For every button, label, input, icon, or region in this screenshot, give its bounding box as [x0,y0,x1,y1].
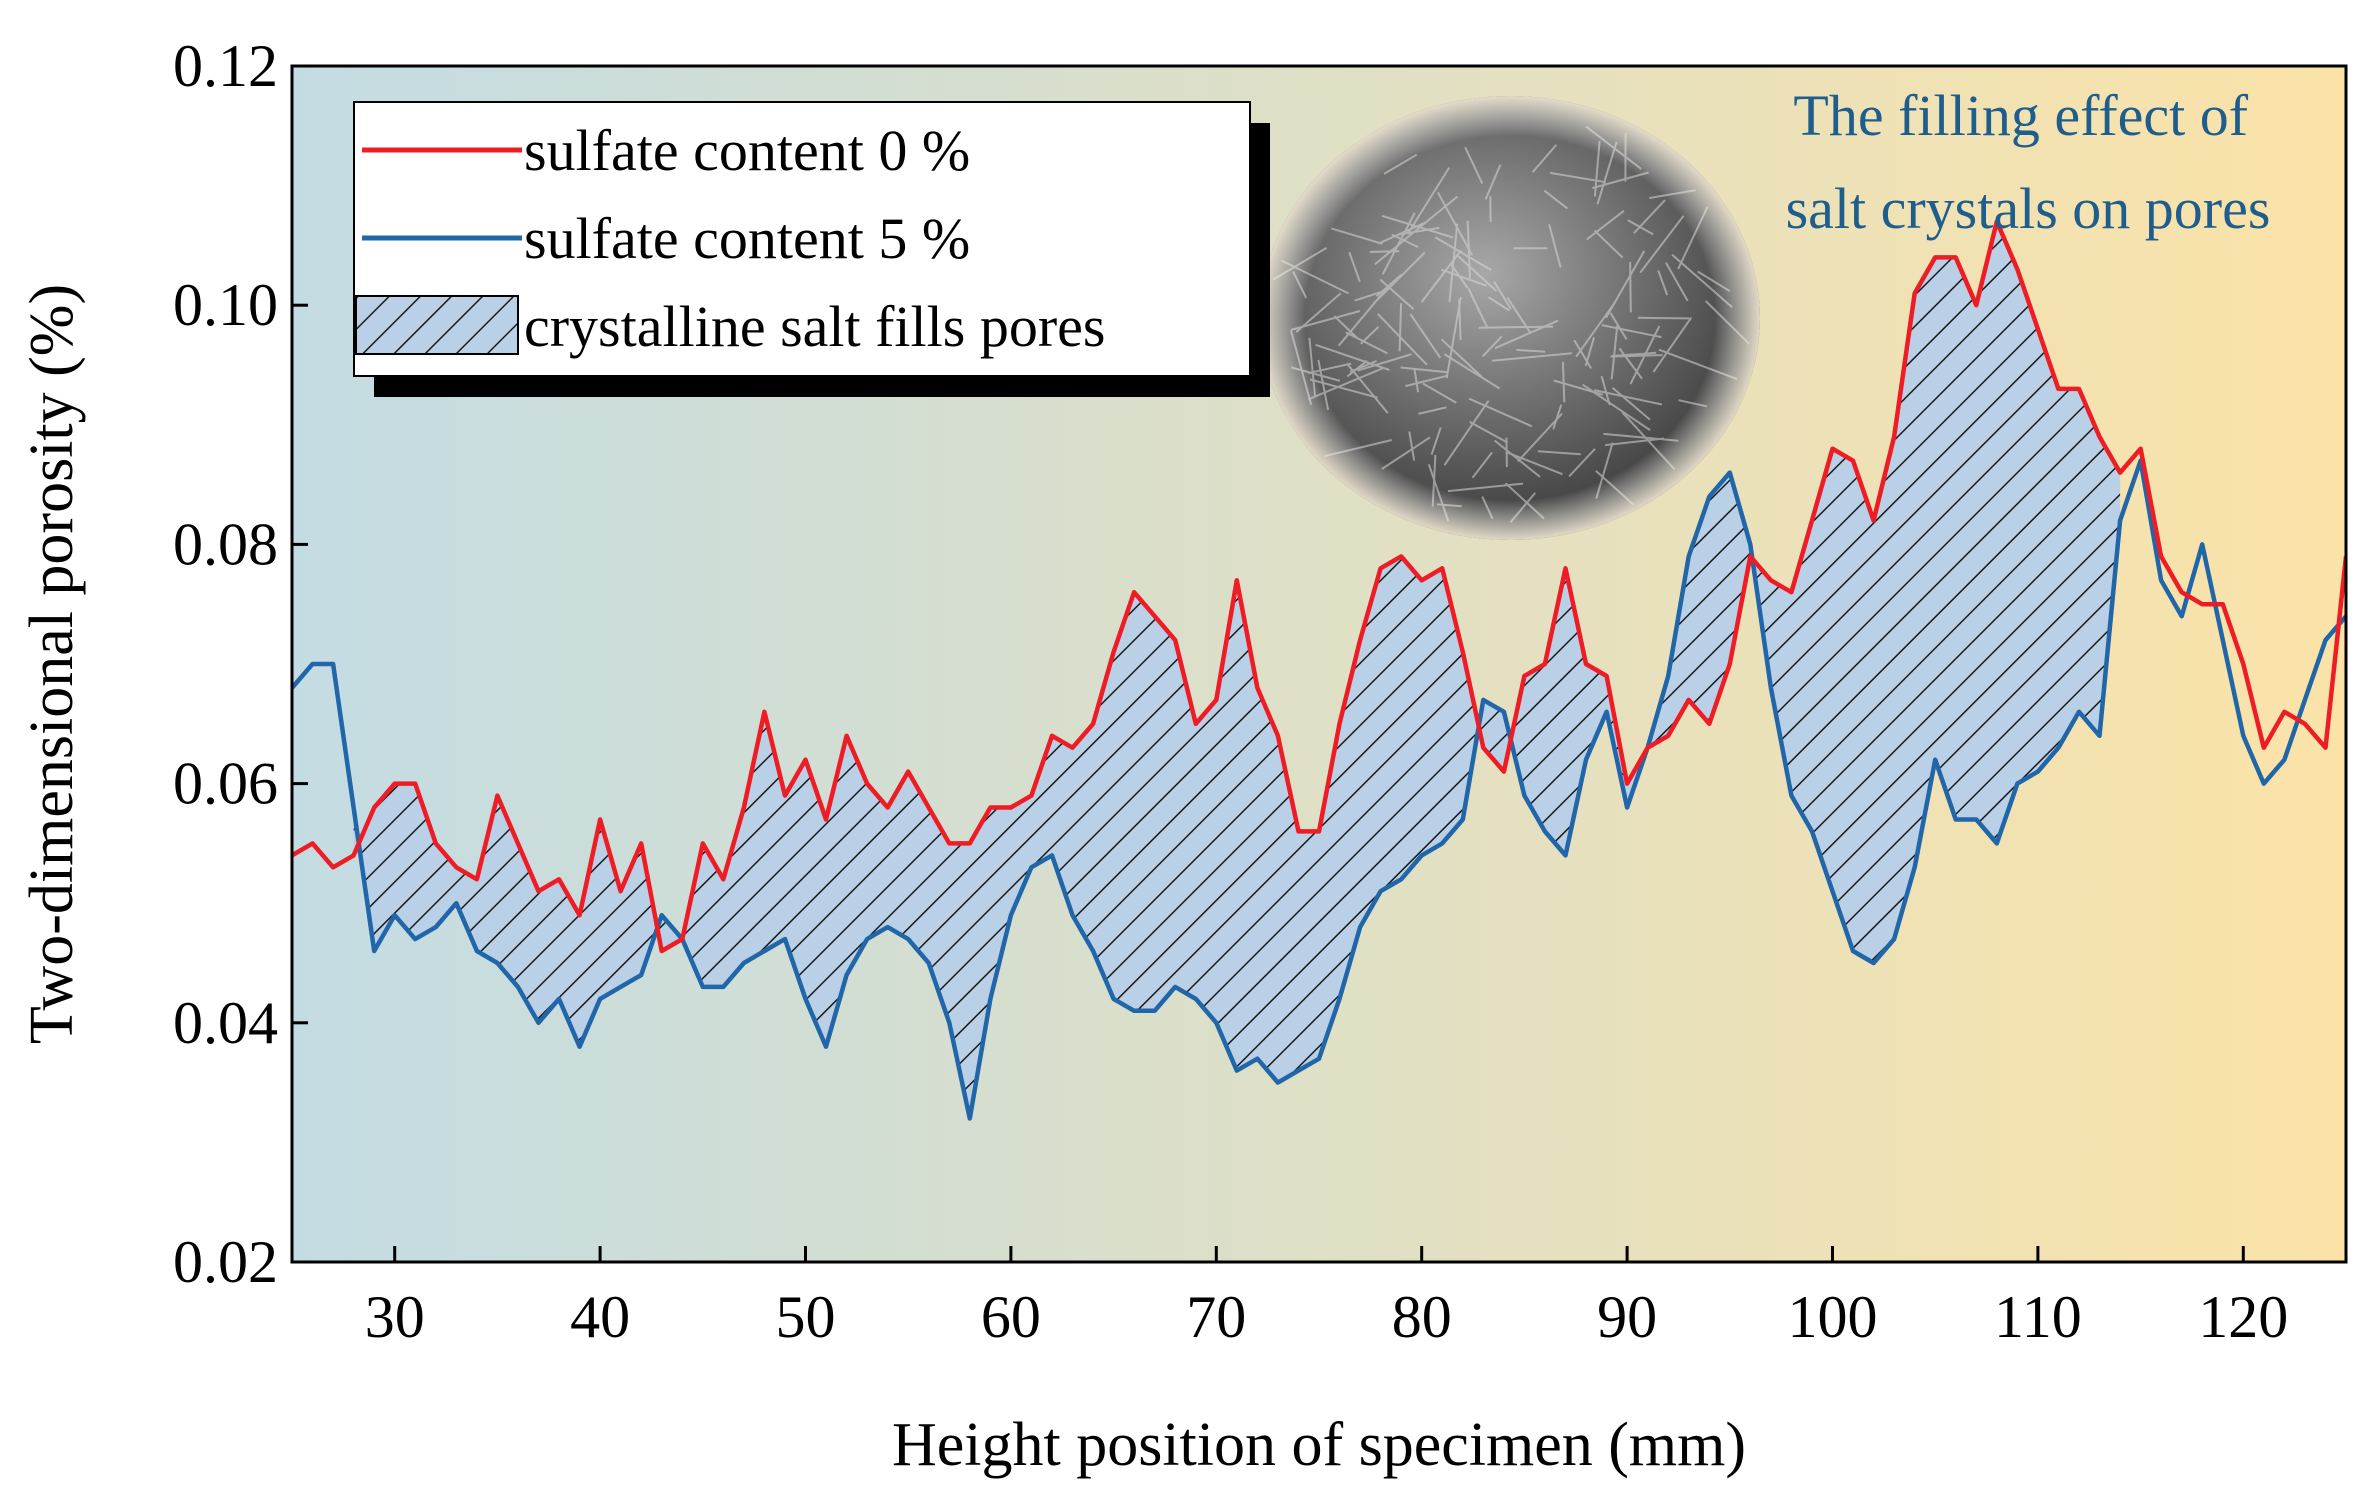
x-tick-label-50: 50 [776,1284,836,1350]
x-tick-label-110: 110 [1994,1284,2082,1350]
series-line-1 [292,458,2346,1121]
legend-swatch-fill [355,295,519,355]
x-tick-label-80: 80 [1392,1284,1452,1350]
x-tick-label-90: 90 [1597,1284,1657,1350]
y-tick-label-3: 0.08 [173,511,278,577]
legend: sulfate content 0 % sulfate content 5 % … [353,101,1270,397]
legend-label-fill: crystalline salt fills pores [524,294,1105,359]
y-tick-label-5: 0.12 [173,33,278,99]
fill-region-crystalline-salt [353,221,2121,1119]
x-tick-label-40: 40 [570,1284,630,1350]
x-tick-label-100: 100 [1788,1284,1878,1350]
series-line-0 [292,219,2346,954]
y-tick-label-2: 0.06 [173,751,278,817]
x-tick-label-120: 120 [2198,1284,2288,1350]
annotation-text: The filling effect of salt crystals on p… [1786,83,2271,241]
y-tick-label-4: 0.10 [173,272,278,338]
legend-label-series-1: sulfate content 5 % [524,206,970,271]
legend-label-series-0: sulfate content 0 % [524,118,970,183]
x-axis-label: Height position of specimen (mm) [892,1411,1746,1479]
x-tick-label-70: 70 [1186,1284,1246,1350]
plot-frame [290,64,2348,1264]
x-tick-label-60: 60 [981,1284,1041,1350]
y-tick-label-0: 0.02 [173,1229,278,1295]
y-tick-label-1: 0.04 [173,990,278,1056]
micrograph-inset [1260,96,1760,540]
x-tick-label-30: 30 [365,1284,425,1350]
y-axis-label: Two-dimensional porosity (%) [18,284,86,1044]
annotation-line-2: salt crystals on pores [1786,176,2271,241]
annotation-line-1: The filling effect of [1793,83,2248,148]
